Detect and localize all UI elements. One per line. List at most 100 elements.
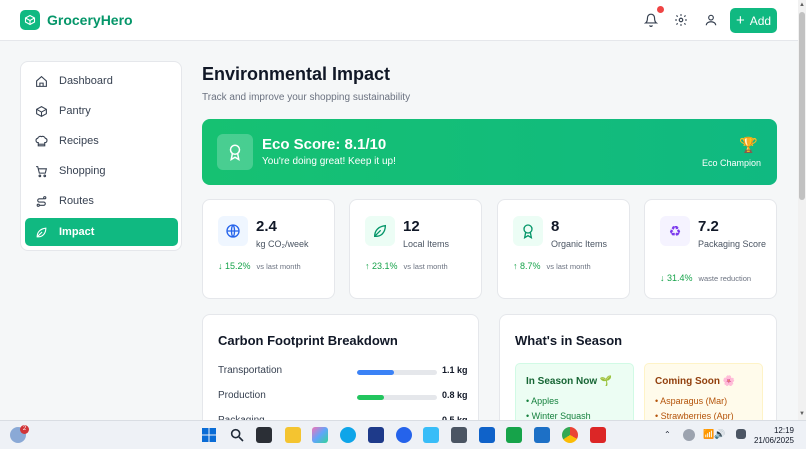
stat-change-note: vs last month (546, 262, 591, 271)
home-icon (34, 74, 48, 88)
leaf-icon (34, 225, 48, 239)
sidebar-item-impact[interactable]: Impact (25, 218, 178, 246)
coming-soon-title: Coming Soon 🌸 (655, 376, 736, 387)
stat-change: ↑ 23.1% vs last month (365, 261, 448, 271)
edge-browser-icon[interactable] (340, 427, 356, 443)
gear-icon (675, 14, 687, 26)
stat-card-organic: 8 Organic Items ↑ 8.7% vs last month (497, 199, 630, 299)
page-scrollbar[interactable] (798, 0, 806, 420)
file-explorer-icon[interactable] (285, 427, 301, 443)
cart-icon (34, 164, 48, 178)
sidebar: Dashboard Pantry Recipes Shopping Routes… (20, 61, 182, 251)
copilot-icon[interactable] (312, 427, 328, 443)
stat-change-value: ↑ 23.1% (365, 261, 398, 271)
carbon-bar-track (357, 370, 437, 375)
sidebar-item-routes[interactable]: Routes (25, 187, 178, 215)
season-item: • Asparagus (Mar) (655, 396, 728, 406)
in-season-title: In Season Now 🌱 (526, 376, 613, 387)
sidebar-item-label: Pantry (59, 105, 91, 117)
stat-label: Local Items (403, 239, 450, 249)
chrome-icon[interactable] (562, 427, 578, 443)
scroll-up-arrow-icon[interactable]: ▲ (799, 2, 805, 8)
clock-date[interactable]: 21/06/2025 (753, 436, 794, 445)
store-icon[interactable] (368, 427, 384, 443)
notification-count-badge: 2 (20, 425, 29, 434)
top-header: GroceryHero + Add (0, 0, 798, 41)
user-icon (705, 14, 717, 26)
plus-icon: + (735, 11, 745, 29)
os-taskbar: ⌃ 📶🔊 12:19 21/06/2025 (0, 420, 806, 449)
logo-icon[interactable] (20, 10, 40, 30)
route-icon (34, 194, 48, 208)
mysql-icon[interactable] (423, 427, 439, 443)
stat-card-co2: 2.4 kg CO₂/week ↓ 15.2% vs last month (202, 199, 335, 299)
profile-button[interactable] (700, 9, 722, 31)
season-item: • Strawberries (Apr) (655, 411, 734, 421)
settings-button[interactable] (670, 9, 692, 31)
stat-value: 2.4 (256, 218, 277, 235)
stat-value: 7.2 (698, 218, 719, 235)
eco-score-card: Eco Score: 8.1/10 You're doing great! Ke… (202, 119, 777, 185)
carbon-bar-fill (357, 370, 394, 375)
eco-badge-label: Eco Champion (701, 158, 761, 168)
box-icon (34, 104, 48, 118)
notifications-button[interactable] (640, 9, 662, 31)
vscode-icon[interactable] (534, 427, 550, 443)
carbon-row-label: Production (218, 390, 266, 401)
trophy-icon: 🏆 (739, 137, 758, 154)
stat-change-value: ↓ 15.2% (218, 261, 251, 271)
network-volume-icon[interactable]: 📶🔊 (703, 429, 726, 439)
outlook-icon[interactable] (479, 427, 495, 443)
carbon-bar-fill (357, 395, 385, 400)
globe-icon (218, 216, 248, 246)
help-app-icon[interactable] (396, 427, 412, 443)
scrollbar-thumb[interactable] (799, 12, 805, 200)
chevron-up-icon[interactable]: ⌃ (664, 430, 671, 439)
season-panel-title: What's in Season (515, 333, 623, 348)
add-button[interactable]: + Add (730, 8, 777, 33)
sidebar-item-shopping[interactable]: Shopping (25, 157, 178, 185)
sidebar-item-label: Recipes (59, 135, 99, 147)
search-icon[interactable] (229, 427, 245, 443)
stat-change-note: waste reduction (698, 274, 752, 283)
carbon-row-production: Production 0.8 kg (218, 390, 468, 404)
carbon-row-label: Transportation (218, 365, 283, 376)
stat-change: ↓ 15.2% vs last month (218, 261, 301, 271)
eco-score-title: Eco Score: 8.1/10 (262, 136, 387, 153)
sidebar-item-recipes[interactable]: Recipes (25, 127, 178, 155)
battery-icon[interactable] (736, 429, 746, 439)
sidebar-item-dashboard[interactable]: Dashboard (25, 67, 178, 95)
chef-hat-icon (34, 134, 48, 148)
notification-dot (657, 6, 664, 13)
sidebar-item-pantry[interactable]: Pantry (25, 97, 178, 125)
leaf-icon (365, 216, 395, 246)
stat-change-note: vs last month (403, 262, 448, 271)
task-view-icon[interactable] (256, 427, 272, 443)
award-icon (513, 216, 543, 246)
recycle-icon: ♻ (660, 216, 690, 246)
stat-change-value: ↓ 31.4% (660, 273, 693, 283)
app-red-icon[interactable] (590, 427, 606, 443)
stat-change-value: ↑ 8.7% (513, 261, 541, 271)
page-subtitle: Track and improve your shopping sustaina… (202, 92, 411, 103)
bell-icon (644, 13, 658, 27)
carbon-bar-track (357, 395, 437, 400)
stat-value: 8 (551, 218, 560, 235)
season-item: • Apples (526, 396, 559, 406)
clock-time[interactable]: 12:19 (773, 426, 794, 435)
brand-name[interactable]: GroceryHero (47, 12, 133, 28)
stat-card-packaging: ♻ 7.2 Packaging Score ↓ 31.4% waste reduc… (644, 199, 777, 299)
cloud-icon[interactable] (683, 429, 695, 441)
stat-label: kg CO₂/week (256, 239, 309, 249)
sidebar-item-label: Routes (59, 195, 94, 207)
windows-start-icon[interactable] (201, 427, 217, 443)
stat-change: ↑ 8.7% vs last month (513, 261, 591, 271)
stat-card-local: 12 Local Items ↑ 23.1% vs last month (349, 199, 482, 299)
sidebar-item-label: Dashboard (59, 75, 113, 87)
app-icon[interactable] (506, 427, 522, 443)
media-player-icon[interactable] (451, 427, 467, 443)
sidebar-item-label: Impact (59, 226, 95, 238)
season-item: • Winter Squash (526, 411, 591, 421)
stat-label: Organic Items (551, 239, 608, 249)
scroll-down-arrow-icon[interactable]: ▼ (799, 411, 805, 417)
